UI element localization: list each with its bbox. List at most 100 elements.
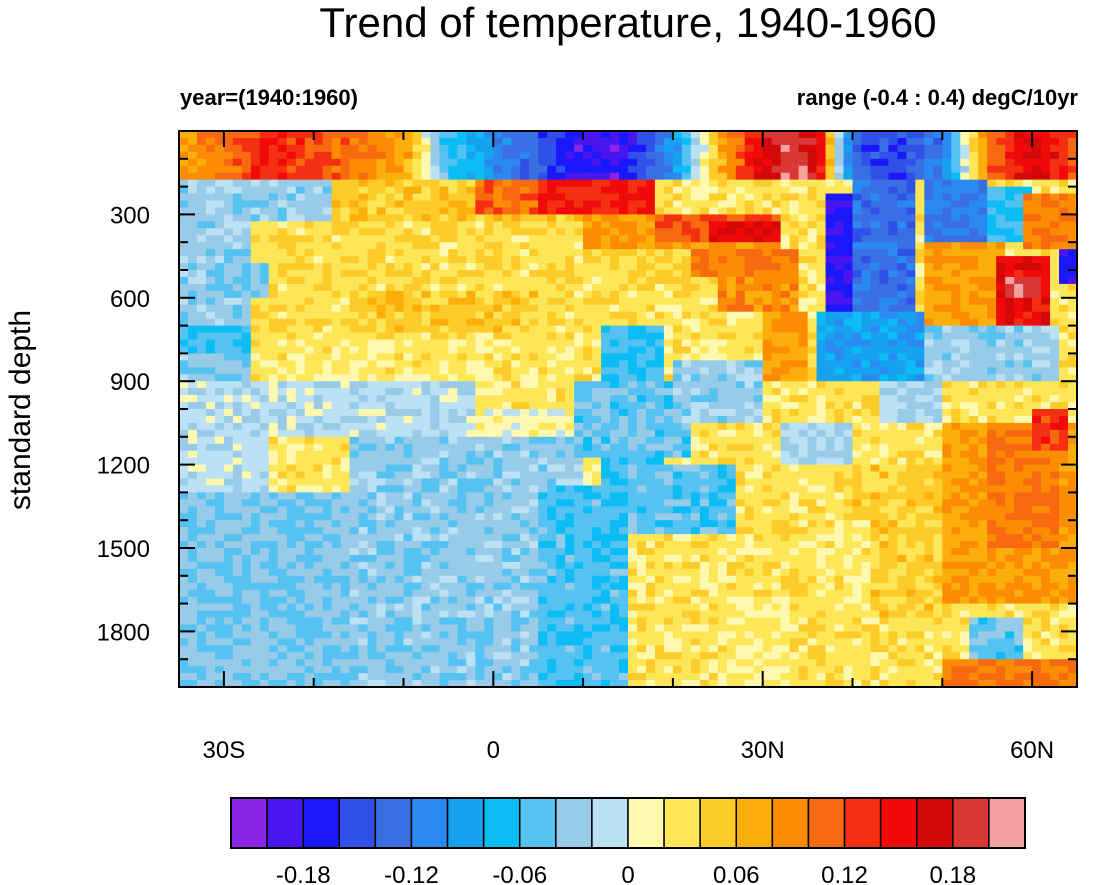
heatmap-cell (394, 506, 405, 514)
heatmap-cell (672, 645, 683, 653)
heatmap-cell (636, 548, 647, 556)
heatmap-cell (619, 242, 629, 250)
heatmap-cell (250, 548, 261, 556)
heatmap-cell (556, 464, 566, 473)
heatmap-cell (367, 353, 378, 361)
heatmap-cell (421, 527, 432, 535)
heatmap-cell (681, 415, 692, 424)
heatmap-cell (690, 332, 701, 341)
heatmap-cell (520, 561, 530, 570)
heatmap-cell (654, 325, 665, 334)
heatmap-cell (277, 353, 288, 361)
heatmap-cell (340, 207, 351, 215)
heatmap-cell (583, 346, 593, 354)
heatmap-cell (286, 499, 297, 507)
heatmap-cell (654, 228, 665, 236)
heatmap-cell (484, 534, 494, 542)
heatmap-cell (286, 297, 297, 306)
heatmap-cell (699, 534, 710, 542)
heatmap-cell (223, 603, 234, 612)
heatmap-cell (286, 659, 297, 667)
heatmap-cell (196, 534, 207, 542)
heatmap-cell (529, 673, 539, 681)
heatmap-cell (214, 395, 225, 403)
heatmap-cell (223, 575, 234, 584)
heatmap-cell (331, 256, 342, 264)
heatmap-cell (565, 422, 575, 431)
heatmap-cell (313, 492, 324, 500)
heatmap-cell (385, 422, 396, 431)
heatmap-cell (511, 499, 521, 507)
heatmap-cell (358, 589, 369, 598)
heatmap-cell (547, 297, 557, 306)
heatmap-cell (502, 360, 512, 368)
heatmap-cell (690, 680, 701, 688)
heatmap-cell (690, 228, 701, 236)
heatmap-cell (511, 402, 521, 410)
heatmap-cell (529, 527, 539, 535)
heatmap-cell (645, 638, 656, 646)
heatmap-cell (547, 179, 557, 188)
heatmap-cell (592, 589, 602, 598)
heatmap-cell (403, 311, 414, 320)
heatmap-cell (295, 381, 306, 389)
heatmap-cell (421, 589, 432, 598)
heatmap-cell (610, 499, 620, 507)
heatmap-cell (484, 631, 494, 639)
heatmap-cell (592, 506, 602, 514)
heatmap-cell (619, 367, 629, 375)
heatmap-cell (592, 485, 602, 493)
heatmap-cell (304, 297, 315, 306)
heatmap-cell (403, 561, 414, 570)
heatmap-cell (690, 638, 701, 646)
heatmap-cell (187, 360, 198, 368)
heatmap-cell (349, 207, 360, 215)
heatmap-cell (457, 256, 467, 264)
heatmap-cell (672, 200, 683, 209)
heatmap-cell (205, 137, 216, 146)
heatmap-cell (511, 575, 521, 584)
heatmap-cell (259, 165, 270, 174)
heatmap-cell (304, 374, 315, 382)
heatmap-cell (205, 534, 216, 542)
heatmap-cell (681, 158, 692, 167)
heatmap-cell (403, 554, 414, 563)
heatmap-cell (376, 548, 387, 556)
heatmap-cell (556, 436, 566, 445)
heatmap-cell (610, 457, 620, 466)
heatmap-cell (322, 325, 333, 334)
heatmap-cell (277, 554, 288, 563)
heatmap-cell (565, 575, 575, 584)
heatmap-cell (439, 172, 449, 181)
heatmap-cell (610, 228, 620, 236)
heatmap-cell (412, 457, 423, 466)
heatmap-cell (636, 402, 647, 410)
heatmap-cell (484, 402, 494, 410)
heatmap-cell (708, 638, 719, 646)
heatmap-cell (295, 263, 306, 271)
heatmap-cell (466, 318, 476, 327)
heatmap-cell (394, 200, 405, 209)
heatmap-cell (367, 575, 378, 584)
heatmap-cell (340, 172, 351, 181)
heatmap-cell (663, 520, 674, 528)
heatmap-cell (502, 541, 512, 549)
heatmap-cell (565, 603, 575, 612)
heatmap-cell (259, 200, 270, 209)
heatmap-cell (430, 409, 441, 417)
heatmap-cell (529, 325, 539, 334)
heatmap-cell (196, 367, 207, 375)
heatmap-cell (565, 144, 575, 153)
heatmap-cell (610, 270, 620, 278)
heatmap-cell (708, 172, 719, 181)
heatmap-cell (403, 457, 414, 466)
heatmap-cell (484, 624, 494, 632)
heatmap-cell (232, 367, 243, 375)
heatmap-cell (277, 395, 288, 403)
heatmap-cell (475, 276, 485, 285)
heatmap-cell (179, 381, 189, 389)
heatmap-cell (574, 242, 584, 250)
heatmap-cell (717, 680, 728, 688)
heatmap-cell (205, 471, 216, 480)
heatmap-cell (430, 263, 441, 271)
